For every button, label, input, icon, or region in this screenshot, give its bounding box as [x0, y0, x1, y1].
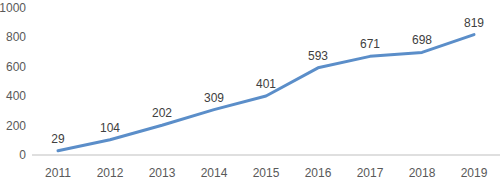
x-tick-label: 2015 [253, 166, 280, 180]
y-tick-label: 0 [19, 148, 26, 162]
x-tick-label: 2012 [97, 166, 124, 180]
y-tick-label: 400 [6, 89, 26, 103]
chart: 0 200 400 600 800 1000 2011 2012 2013 2014 2015 201… [0, 0, 500, 183]
y-tick-label: 600 [6, 60, 26, 74]
data-label: 29 [51, 132, 65, 146]
data-label: 401 [256, 77, 276, 91]
data-label: 698 [412, 33, 432, 47]
data-label: 309 [204, 91, 224, 105]
x-tick-label: 2013 [149, 166, 176, 180]
data-label: 819 [464, 16, 484, 30]
data-label: 671 [360, 37, 380, 51]
x-tick-label: 2019 [461, 166, 488, 180]
data-line [58, 35, 474, 151]
y-tick-label: 800 [6, 30, 26, 44]
x-tick-label: 2011 [45, 166, 71, 180]
x-tick-label: 2018 [409, 166, 436, 180]
x-tick-label: 2016 [305, 166, 332, 180]
x-tick-label: 2014 [201, 166, 228, 180]
plot-area [58, 35, 474, 151]
data-label: 593 [308, 49, 328, 63]
data-label: 104 [100, 121, 120, 135]
x-axis-line [32, 155, 500, 156]
y-tick-label: 1000 [0, 1, 26, 15]
y-tick-label: 200 [6, 119, 26, 133]
data-label: 202 [152, 106, 172, 120]
chart-container: 0 200 400 600 800 1000 2011 2012 2013 2014 2015 201… [0, 0, 500, 183]
x-tick-label: 2017 [357, 166, 384, 180]
